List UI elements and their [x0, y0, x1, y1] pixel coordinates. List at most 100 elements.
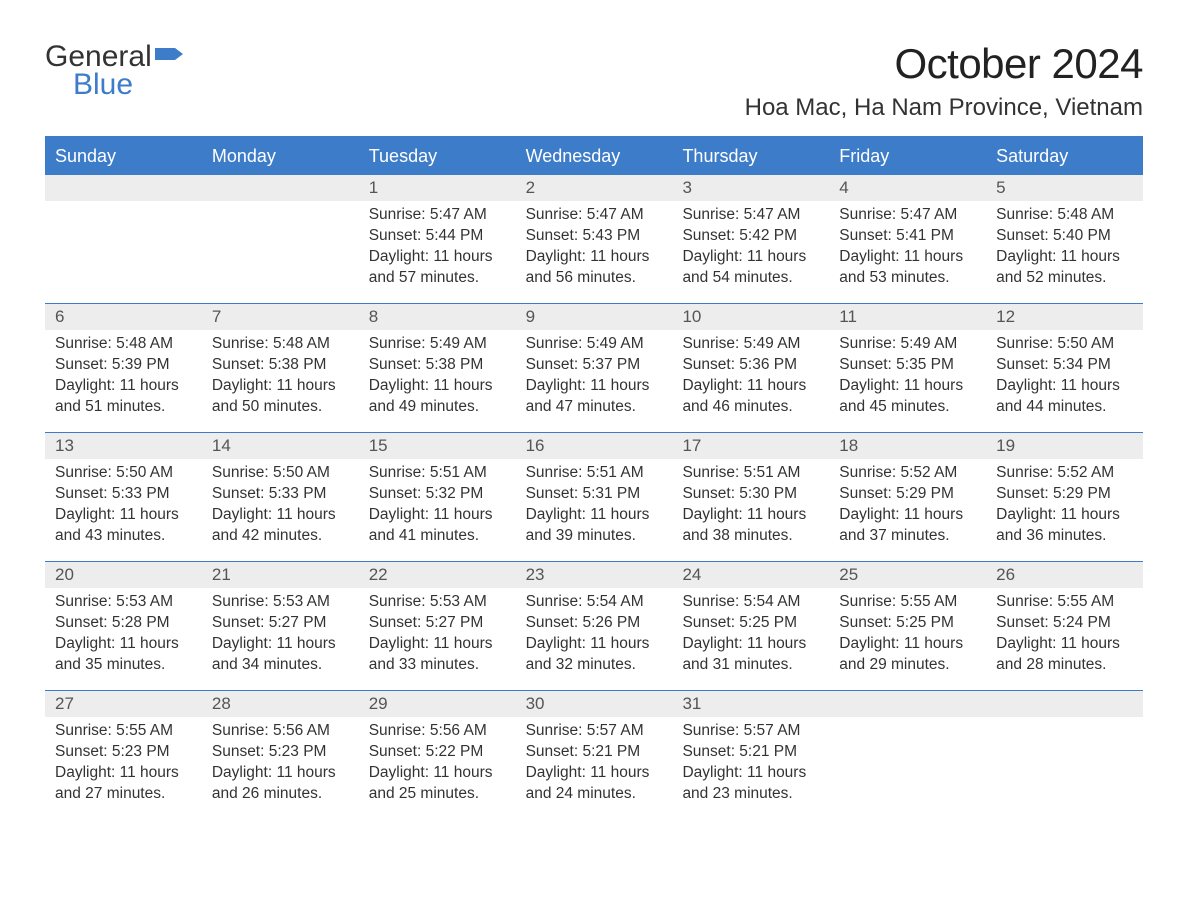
empty-day-header: [202, 175, 359, 201]
daylight-line: Daylight: 11 hours and 34 minutes.: [212, 634, 349, 676]
day-content: Sunrise: 5:51 AMSunset: 5:30 PMDaylight:…: [672, 459, 829, 557]
sunrise-line: Sunrise: 5:51 AM: [369, 463, 506, 484]
sunset-line: Sunset: 5:38 PM: [212, 355, 349, 376]
sunset-line: Sunset: 5:29 PM: [839, 484, 976, 505]
day-cell: 5Sunrise: 5:48 AMSunset: 5:40 PMDaylight…: [986, 175, 1143, 303]
day-content: Sunrise: 5:47 AMSunset: 5:44 PMDaylight:…: [359, 201, 516, 299]
daylight-line: Daylight: 11 hours and 31 minutes.: [682, 634, 819, 676]
day-cell: 3Sunrise: 5:47 AMSunset: 5:42 PMDaylight…: [672, 175, 829, 303]
sunrise-line: Sunrise: 5:53 AM: [212, 592, 349, 613]
daylight-line: Daylight: 11 hours and 25 minutes.: [369, 763, 506, 805]
daylight-line: Daylight: 11 hours and 46 minutes.: [682, 376, 819, 418]
day-number: 21: [202, 562, 359, 588]
sunrise-line: Sunrise: 5:48 AM: [212, 334, 349, 355]
day-cell: 26Sunrise: 5:55 AMSunset: 5:24 PMDayligh…: [986, 562, 1143, 690]
sunrise-line: Sunrise: 5:47 AM: [682, 205, 819, 226]
daylight-line: Daylight: 11 hours and 37 minutes.: [839, 505, 976, 547]
day-cell: 28 Sunrise: 5:56 AMSunset: 5:23 PMDayligh…: [202, 691, 359, 819]
daylight-line: Daylight: 11 hours and 45 minutes.: [839, 376, 976, 418]
sunrise-line: Sunrise: 5:57 AM: [526, 721, 663, 742]
day-content: Sunrise: 5:51 AMSunset: 5:32 PMDaylight:…: [359, 459, 516, 557]
day-content: Sunrise: 5:51 AMSunset: 5:31 PMDaylight:…: [516, 459, 673, 557]
daylight-line: Daylight: 11 hours and 56 minutes.: [526, 247, 663, 289]
sunset-line: Sunset: 5:44 PM: [369, 226, 506, 247]
day-content: Sunrise: 5:54 AMSunset: 5:26 PMDaylight:…: [516, 588, 673, 686]
day-number: 22: [359, 562, 516, 588]
day-cell: 17Sunrise: 5:51 AMSunset: 5:30 PMDayligh…: [672, 433, 829, 561]
sunset-line: Sunset: 5:21 PM: [526, 742, 663, 763]
daylight-line: Daylight: 11 hours and 39 minutes.: [526, 505, 663, 547]
sunset-line: Sunset: 5:22 PM: [369, 742, 506, 763]
day-cell: 1Sunrise: 5:47 AMSunset: 5:44 PMDaylight…: [359, 175, 516, 303]
sunset-line: Sunset: 5:23 PM: [212, 742, 349, 763]
sunset-line: Sunset: 5:36 PM: [682, 355, 819, 376]
sunrise-line: Sunrise: 5:49 AM: [682, 334, 819, 355]
sunrise-line: Sunrise: 5:56 AM: [369, 721, 506, 742]
sunset-line: Sunset: 5:24 PM: [996, 613, 1133, 634]
sunset-line: Sunset: 5:41 PM: [839, 226, 976, 247]
day-number: 11: [829, 304, 986, 330]
weeks-container: 1Sunrise: 5:47 AMSunset: 5:44 PMDaylight…: [45, 175, 1143, 819]
sunset-line: Sunset: 5:21 PM: [682, 742, 819, 763]
day-content: Sunrise: 5:50 AMSunset: 5:33 PMDaylight:…: [202, 459, 359, 557]
week-row: 20Sunrise: 5:53 AMSunset: 5:28 PMDayligh…: [45, 561, 1143, 690]
sunset-line: Sunset: 5:25 PM: [682, 613, 819, 634]
daylight-line: Daylight: 11 hours and 23 minutes.: [682, 763, 819, 805]
day-cell: [986, 691, 1143, 819]
sunrise-line: Sunrise: 5:47 AM: [839, 205, 976, 226]
day-content: Sunrise: 5:53 AMSunset: 5:27 PMDaylight:…: [202, 588, 359, 686]
sunset-line: Sunset: 5:27 PM: [212, 613, 349, 634]
day-cell: 31Sunrise: 5:57 AMSunset: 5:21 PMDayligh…: [672, 691, 829, 819]
sunset-line: Sunset: 5:34 PM: [996, 355, 1133, 376]
day-content: Sunrise: 5:49 AMSunset: 5:37 PMDaylight:…: [516, 330, 673, 428]
weekday-header-cell: Monday: [202, 138, 359, 175]
sunrise-line: Sunrise: 5:50 AM: [996, 334, 1133, 355]
sunset-line: Sunset: 5:38 PM: [369, 355, 506, 376]
day-number: 29: [359, 691, 516, 717]
weekday-header-cell: Wednesday: [516, 138, 673, 175]
sunrise-line: Sunrise: 5:57 AM: [682, 721, 819, 742]
day-number: 27: [45, 691, 202, 717]
day-cell: 25Sunrise: 5:55 AMSunset: 5:25 PMDayligh…: [829, 562, 986, 690]
daylight-line: Daylight: 11 hours and 26 minutes.: [212, 763, 349, 805]
day-number: 4: [829, 175, 986, 201]
logo-flag-icon: [155, 40, 187, 74]
day-number: 8: [359, 304, 516, 330]
day-number: 5: [986, 175, 1143, 201]
day-cell: 16Sunrise: 5:51 AMSunset: 5:31 PMDayligh…: [516, 433, 673, 561]
day-number: 30: [516, 691, 673, 717]
day-cell: 11Sunrise: 5:49 AMSunset: 5:35 PMDayligh…: [829, 304, 986, 432]
week-row: 6Sunrise: 5:48 AMSunset: 5:39 PMDaylight…: [45, 303, 1143, 432]
day-content: Sunrise: 5:53 AMSunset: 5:27 PMDaylight:…: [359, 588, 516, 686]
day-content: Sunrise: 5:49 AMSunset: 5:35 PMDaylight:…: [829, 330, 986, 428]
sunrise-line: Sunrise: 5:50 AM: [55, 463, 192, 484]
day-number: 26: [986, 562, 1143, 588]
weekday-header-row: SundayMondayTuesdayWednesdayThursdayFrid…: [45, 138, 1143, 175]
day-number: 19: [986, 433, 1143, 459]
day-number: 28: [202, 691, 359, 717]
day-number: 16: [516, 433, 673, 459]
day-content: Sunrise: 5:55 AMSunset: 5:25 PMDaylight:…: [829, 588, 986, 686]
sunrise-line: Sunrise: 5:56 AM: [212, 721, 349, 742]
sunrise-line: Sunrise: 5:54 AM: [526, 592, 663, 613]
daylight-line: Daylight: 11 hours and 54 minutes.: [682, 247, 819, 289]
day-number: 14: [202, 433, 359, 459]
daylight-line: Daylight: 11 hours and 42 minutes.: [212, 505, 349, 547]
daylight-line: Daylight: 11 hours and 49 minutes.: [369, 376, 506, 418]
day-content: Sunrise: 5:48 AMSunset: 5:39 PMDaylight:…: [45, 330, 202, 428]
day-cell: 9Sunrise: 5:49 AMSunset: 5:37 PMDaylight…: [516, 304, 673, 432]
calendar: SundayMondayTuesdayWednesdayThursdayFrid…: [45, 136, 1143, 819]
sunset-line: Sunset: 5:28 PM: [55, 613, 192, 634]
week-row: 27Sunrise: 5:55 AMSunset: 5:23 PMDayligh…: [45, 690, 1143, 819]
day-cell: 7Sunrise: 5:48 AMSunset: 5:38 PMDaylight…: [202, 304, 359, 432]
sunrise-line: Sunrise: 5:51 AM: [682, 463, 819, 484]
daylight-line: Daylight: 11 hours and 36 minutes.: [996, 505, 1133, 547]
sunset-line: Sunset: 5:39 PM: [55, 355, 192, 376]
sunrise-line: Sunrise: 5:50 AM: [212, 463, 349, 484]
sunrise-line: Sunrise: 5:52 AM: [996, 463, 1133, 484]
day-number: 13: [45, 433, 202, 459]
sunrise-line: Sunrise: 5:52 AM: [839, 463, 976, 484]
sunset-line: Sunset: 5:32 PM: [369, 484, 506, 505]
day-content: Sunrise: 5:57 AMSunset: 5:21 PMDaylight:…: [672, 717, 829, 815]
title-block: October 2024 Hoa Mac, Ha Nam Province, V…: [745, 40, 1143, 122]
